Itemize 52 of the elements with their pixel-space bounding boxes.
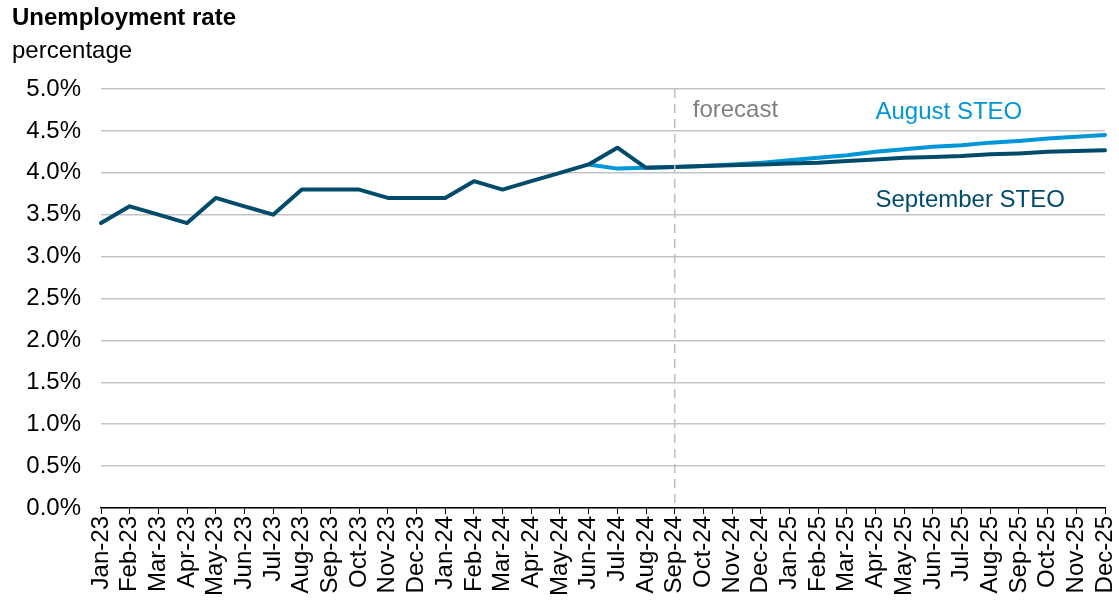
x-tick-label: Dec-24 (745, 516, 773, 594)
y-tick-label: 4.5% (26, 115, 81, 143)
x-tick-label: Feb-25 (802, 516, 830, 593)
y-tick-label: 4.0% (26, 157, 81, 185)
x-tick-label: Nov-23 (372, 516, 400, 594)
y-tick-label: 3.5% (26, 199, 81, 227)
x-tick-label: Jun-25 (917, 516, 945, 590)
y-tick-label: 5.0% (26, 73, 81, 101)
y-tick-label: 0.0% (26, 492, 81, 520)
x-tick-label: Mar-25 (831, 516, 859, 593)
x-tick-label: Jul-23 (257, 516, 285, 582)
x-tick-label: Sep-25 (1003, 516, 1031, 594)
x-tick-label: Dec-23 (401, 516, 429, 594)
y-tick-label: 2.5% (26, 283, 81, 311)
x-tick-label: Feb-24 (458, 516, 486, 593)
x-tick-label: Jul-25 (946, 516, 974, 582)
x-tick-label: Jan-24 (429, 516, 457, 590)
y-axis-title: percentage (12, 36, 133, 64)
series-label: September STEO (875, 185, 1065, 213)
x-tick-label: Feb-23 (114, 516, 142, 593)
x-tick-label: Oct-23 (343, 516, 371, 589)
x-tick-label: Aug-25 (974, 516, 1002, 594)
x-tick-label: May-23 (200, 516, 228, 597)
x-tick-label: Jun-23 (229, 516, 257, 590)
x-tick-label: Mar-24 (487, 516, 515, 593)
y-tick-label: 1.0% (26, 408, 81, 436)
x-tick-label: Oct-25 (1032, 516, 1060, 589)
x-tick-label: Jan-23 (85, 516, 113, 590)
x-tick-label: May-24 (544, 516, 572, 597)
y-tick-label: 1.5% (26, 366, 81, 394)
x-tick-label: May-25 (888, 516, 916, 597)
x-tick-label: Sep-23 (315, 516, 343, 594)
x-tick-label: Jul-24 (601, 516, 629, 582)
x-tick-label: Dec-25 (1089, 516, 1117, 594)
x-tick-label: Jun-24 (573, 516, 601, 590)
y-tick-label: 3.0% (26, 241, 81, 269)
x-tick-label: Apr-23 (171, 516, 199, 589)
x-tick-label: Nov-25 (1060, 516, 1088, 594)
x-tick-label: Sep-24 (659, 516, 687, 594)
x-tick-label: Nov-24 (716, 516, 744, 594)
x-tick-label: Apr-25 (860, 516, 888, 589)
x-tick-label: Jan-25 (774, 516, 802, 590)
y-tick-label: 2.0% (26, 325, 81, 353)
x-tick-label: Aug-24 (630, 516, 658, 594)
ref-line-label: forecast (692, 94, 779, 122)
x-tick-label: Apr-24 (515, 516, 543, 589)
x-tick-label: Aug-23 (286, 516, 314, 594)
series-label: August STEO (875, 97, 1023, 125)
y-tick-label: 0.5% (26, 450, 81, 478)
chart-title: Unemployment rate (12, 3, 237, 31)
x-tick-label: Oct-24 (688, 516, 716, 589)
x-tick-label: Mar-23 (143, 516, 170, 593)
